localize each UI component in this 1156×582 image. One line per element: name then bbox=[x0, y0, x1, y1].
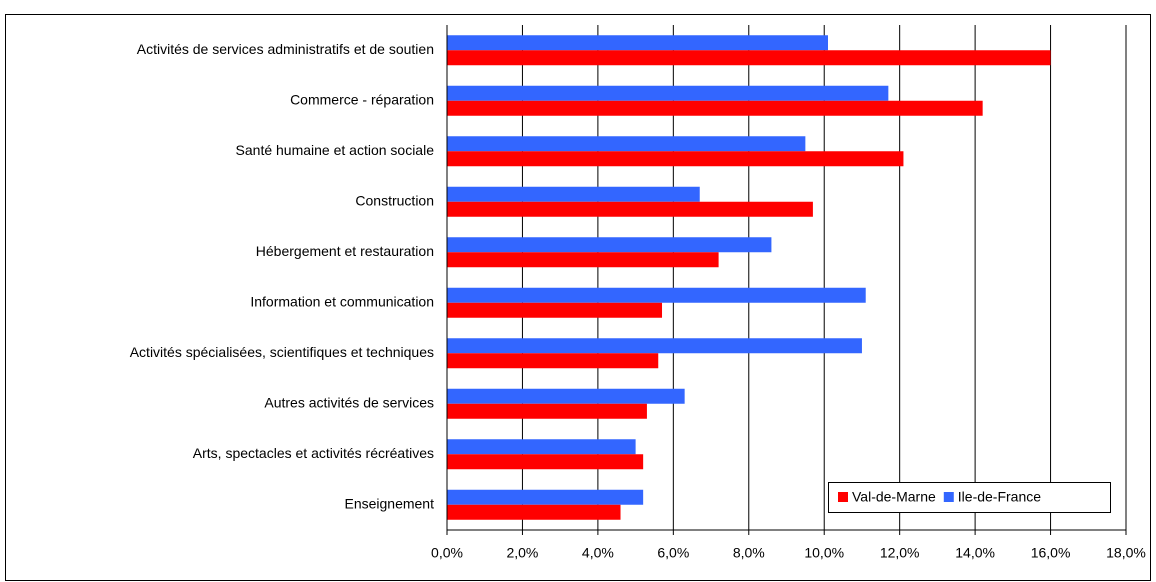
y-tick-label: Information et communication bbox=[250, 293, 434, 309]
bar bbox=[447, 388, 685, 404]
y-tick-label: Santé humaine et action sociale bbox=[236, 142, 435, 158]
bar bbox=[447, 338, 862, 354]
y-tick-label: Arts, spectacles et activités récréative… bbox=[193, 445, 434, 461]
x-tick-label: 12,0% bbox=[880, 545, 920, 561]
bar bbox=[447, 454, 644, 470]
x-tick-label: 14,0% bbox=[955, 545, 995, 561]
bar bbox=[447, 50, 1051, 66]
y-tick-label: Activités spécialisées, scientifiques et… bbox=[130, 344, 434, 360]
bar bbox=[447, 35, 828, 51]
legend-box bbox=[828, 482, 1111, 513]
bar bbox=[447, 186, 700, 202]
legend-label: Ile-de-France bbox=[958, 489, 1041, 505]
bar bbox=[447, 302, 663, 318]
x-tick-label: 2,0% bbox=[506, 545, 538, 561]
y-tick-label: Commerce - réparation bbox=[290, 91, 434, 107]
legend-swatch bbox=[838, 492, 848, 502]
x-tick-label: 4,0% bbox=[582, 545, 614, 561]
bar bbox=[447, 237, 772, 253]
legend-swatch bbox=[943, 492, 954, 502]
y-tick-label: Construction bbox=[355, 192, 434, 208]
bar bbox=[447, 100, 983, 116]
x-tick-label: 0,0% bbox=[431, 545, 463, 561]
bar bbox=[447, 151, 904, 167]
bar bbox=[447, 489, 644, 505]
x-tick-label: 8,0% bbox=[733, 545, 765, 561]
bar bbox=[447, 439, 636, 455]
bar bbox=[447, 504, 621, 520]
x-tick-label: 10,0% bbox=[804, 545, 844, 561]
legend-label: Val-de-Marne bbox=[852, 489, 936, 505]
x-tick-label: 6,0% bbox=[657, 545, 689, 561]
x-tick-label: 16,0% bbox=[1031, 545, 1071, 561]
y-tick-label: Hébergement et restauration bbox=[256, 243, 434, 259]
bar bbox=[447, 252, 719, 268]
bar bbox=[447, 353, 659, 369]
y-tick-label: Autres activités de services bbox=[264, 394, 434, 410]
bar bbox=[447, 136, 806, 152]
x-tick-label: 18,0% bbox=[1106, 545, 1146, 561]
bar bbox=[447, 201, 813, 217]
y-tick-label: Enseignement bbox=[344, 495, 434, 511]
bar bbox=[447, 287, 866, 303]
bar bbox=[447, 85, 889, 101]
y-tick-label: Activités de services administratifs et … bbox=[137, 41, 434, 57]
bar bbox=[447, 403, 647, 419]
